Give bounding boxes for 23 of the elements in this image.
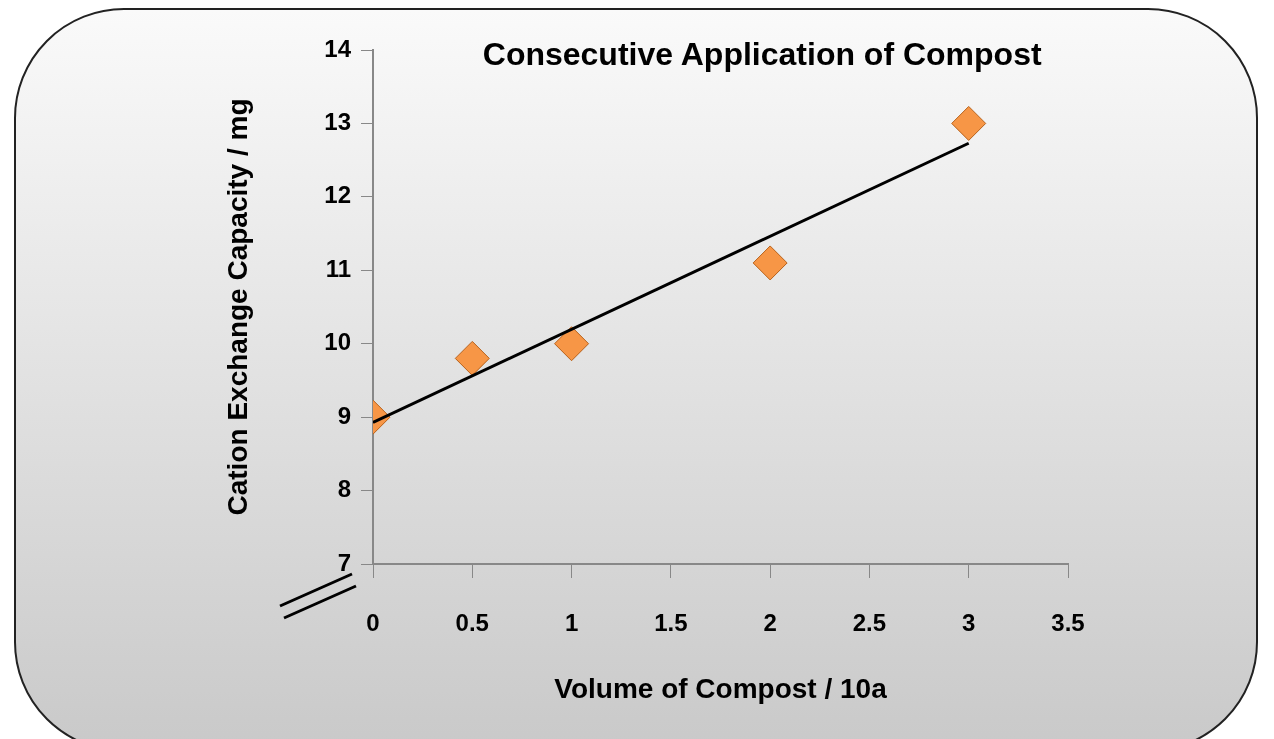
point <box>752 245 788 281</box>
x-tick-label: 2 <box>763 609 777 637</box>
x-tick-label: 3.5 <box>1051 609 1085 637</box>
x-tick-label: 2.5 <box>852 609 887 637</box>
y-axis-title: Cation Exchange Capacity / mg <box>221 98 253 516</box>
x-axis-title: Volume of Compost / 10a <box>554 672 888 704</box>
y-tick-label: 9 <box>337 401 351 429</box>
point <box>454 340 490 376</box>
y-tick-label: 12 <box>324 181 351 209</box>
x-tick-label: 3 <box>962 609 976 637</box>
y-tick-label: 13 <box>324 108 351 136</box>
chart-title: Consecutive Application of Compost <box>482 35 1042 72</box>
point <box>951 105 987 141</box>
y-tick-label: 7 <box>337 548 351 576</box>
y-tick-label: 8 <box>337 475 351 503</box>
y-tick-label: 14 <box>324 34 352 62</box>
x-tick-label: 0 <box>366 609 380 637</box>
x-tick-label: 0.5 <box>455 609 489 637</box>
x-tick-label: 1.5 <box>654 609 688 637</box>
point <box>554 326 590 362</box>
y-tick-label: 11 <box>325 254 351 282</box>
y-tick-label: 10 <box>324 328 351 356</box>
x-tick-label: 1 <box>564 609 579 637</box>
